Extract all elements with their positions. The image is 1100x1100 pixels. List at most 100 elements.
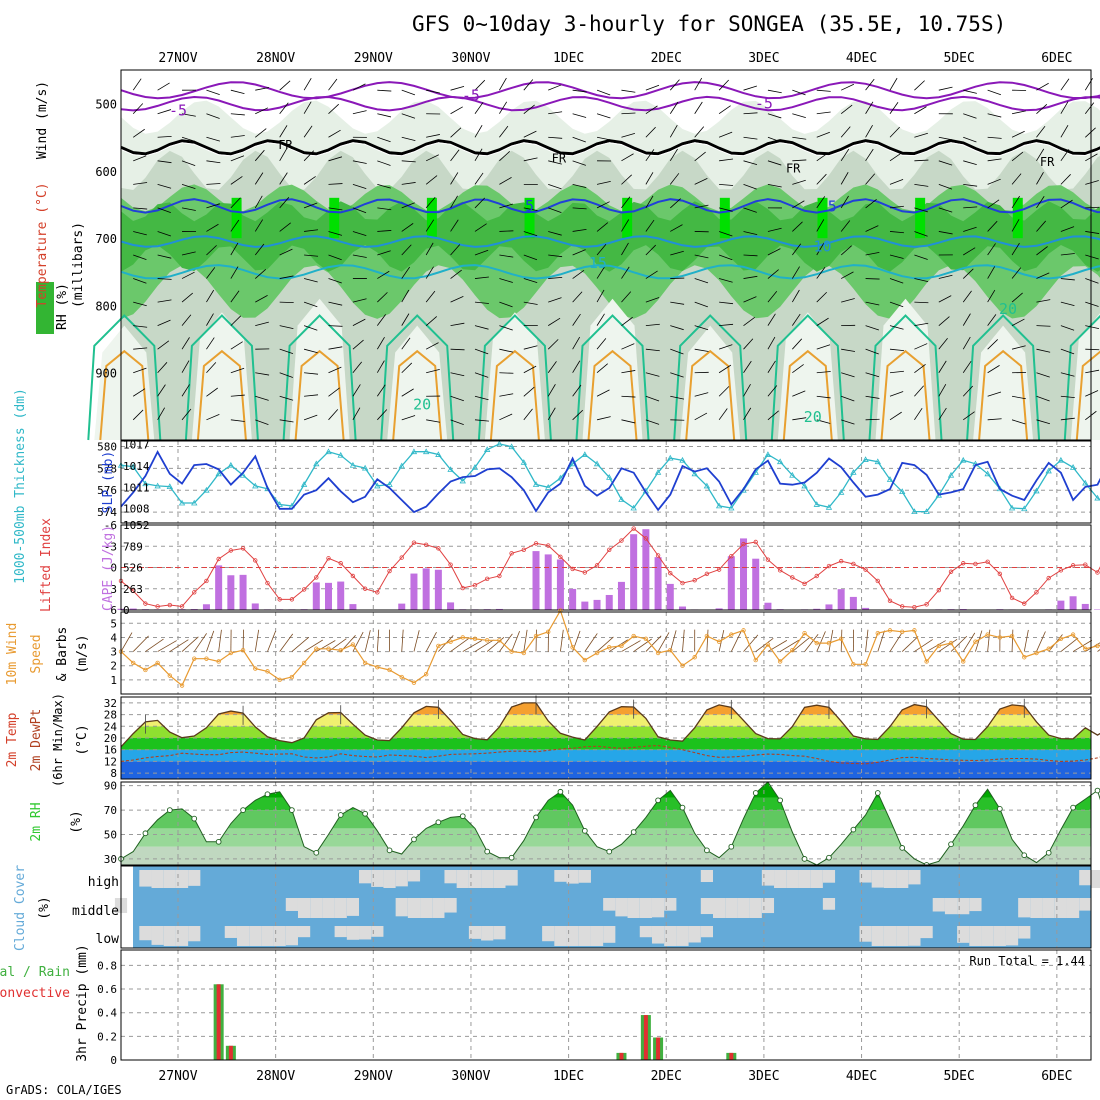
wind-barb bbox=[255, 268, 267, 279]
cloud-layer-label: high bbox=[88, 875, 119, 890]
rh2m-line bbox=[120, 781, 1100, 866]
wind-barb bbox=[328, 207, 343, 211]
wind-barb-10m bbox=[901, 636, 919, 652]
wind-barb bbox=[572, 291, 583, 303]
temp-band bbox=[121, 738, 1091, 750]
slp-marker bbox=[1069, 464, 1077, 470]
wind-barb bbox=[865, 301, 880, 306]
wind-barb bbox=[914, 322, 929, 327]
wind-barb bbox=[304, 229, 319, 232]
wind-barb bbox=[670, 348, 684, 355]
lifted-index-marker bbox=[1034, 590, 1039, 595]
cloud-cell bbox=[1066, 898, 1080, 918]
wind-barb bbox=[572, 89, 587, 93]
cloud-cell bbox=[651, 898, 665, 918]
slp-marker bbox=[996, 485, 1004, 492]
wind-barb bbox=[1060, 417, 1075, 421]
rh2m-marker bbox=[166, 807, 173, 813]
wind-barb-10m bbox=[926, 640, 946, 652]
temp-contour-20 bbox=[868, 314, 943, 441]
wind10m-frame bbox=[120, 611, 1092, 695]
wind-barb bbox=[181, 113, 196, 117]
wind-barb-10m bbox=[804, 634, 819, 652]
rh2m-marker bbox=[728, 843, 735, 850]
wind-barb bbox=[816, 131, 830, 138]
pressure-tick-label: 800 bbox=[95, 299, 117, 313]
wind-barb bbox=[1085, 348, 1100, 351]
wind-barb bbox=[206, 267, 216, 279]
pressure-tick-label: 700 bbox=[95, 232, 117, 246]
temp-contour-25 bbox=[978, 349, 1029, 441]
wind-barb-10m bbox=[767, 640, 788, 652]
cloud-cell bbox=[774, 870, 787, 888]
date-label-bottom: 28NOV bbox=[256, 1069, 295, 1084]
run-total-annotation: Run Total = 1.44 bbox=[969, 954, 1085, 968]
wind-barb-10m bbox=[816, 631, 826, 652]
wind-barb bbox=[328, 156, 343, 162]
slp-marker bbox=[850, 469, 857, 475]
wind-speed-marker bbox=[668, 647, 673, 653]
wind-barb bbox=[1011, 345, 1026, 350]
wind-speed-marker bbox=[484, 638, 490, 643]
rh2m-panel: 30 50 70 90 2m RH (%) bbox=[29, 780, 1100, 868]
wind-barb bbox=[669, 148, 678, 162]
wind-barb bbox=[547, 361, 557, 373]
slp-marker bbox=[447, 466, 454, 472]
wind-barb bbox=[328, 129, 341, 138]
y-tick-label: 1 bbox=[110, 674, 117, 687]
wind-barb bbox=[1036, 172, 1044, 185]
rh2m-marker bbox=[508, 854, 515, 861]
cloud-cell bbox=[578, 926, 591, 946]
wind-barb bbox=[938, 207, 953, 213]
slp-marker bbox=[435, 451, 442, 457]
wind-barb bbox=[816, 219, 825, 232]
wind-barb bbox=[743, 207, 757, 213]
wind-barb bbox=[572, 336, 581, 350]
contour-label: -5 bbox=[169, 101, 187, 119]
wind-barb bbox=[377, 113, 392, 118]
wind-barb bbox=[572, 409, 584, 421]
wind-barb bbox=[474, 249, 489, 256]
wind-barb bbox=[596, 313, 605, 326]
wind-barb bbox=[767, 336, 776, 350]
contour-label: 15 bbox=[589, 254, 607, 272]
lifted-index-marker bbox=[362, 586, 368, 591]
wind-barb bbox=[718, 364, 732, 374]
wind-barb bbox=[816, 266, 826, 279]
wind-barb bbox=[1085, 231, 1100, 234]
wind-barb bbox=[938, 86, 953, 91]
slp-marker bbox=[667, 454, 674, 461]
cloud-cell bbox=[297, 898, 311, 918]
wind-barb bbox=[450, 269, 462, 279]
wind-barb bbox=[1011, 292, 1023, 303]
li-tick-label: -3 bbox=[104, 540, 117, 553]
upper-wind-barbs bbox=[132, 77, 1100, 425]
wind-barb bbox=[401, 388, 414, 397]
lifted-index-marker bbox=[948, 569, 954, 574]
wind-barb bbox=[963, 113, 977, 119]
slp-marker bbox=[496, 440, 503, 447]
date-label-bottom: 30NOV bbox=[451, 1069, 490, 1084]
date-label-bottom: 4DEC bbox=[846, 1069, 877, 1084]
wind-barb bbox=[816, 173, 827, 185]
wind-barb-10m bbox=[645, 635, 662, 652]
wind-barb bbox=[401, 89, 416, 96]
li-tick-label: -6 bbox=[104, 519, 117, 532]
wind-barb bbox=[914, 106, 927, 115]
wind-barb-10m bbox=[779, 639, 800, 652]
slp-marker bbox=[520, 459, 527, 465]
wind-barb bbox=[596, 389, 610, 397]
wind-barb bbox=[1085, 180, 1099, 185]
wind-barb bbox=[865, 348, 879, 355]
wind-barb bbox=[743, 183, 757, 190]
slp-marker bbox=[337, 451, 344, 458]
wind-barb bbox=[352, 407, 361, 421]
lifted-index-marker bbox=[1009, 595, 1015, 601]
temp-contour-20 bbox=[184, 314, 259, 441]
cape-axis-label: CAPE (J/kg) bbox=[101, 525, 116, 611]
wind-barb bbox=[816, 111, 831, 115]
wind-barb bbox=[548, 160, 562, 165]
lifted-index-marker bbox=[607, 547, 612, 552]
slp-marker bbox=[215, 470, 222, 477]
rh-saturated-patch bbox=[719, 197, 730, 239]
